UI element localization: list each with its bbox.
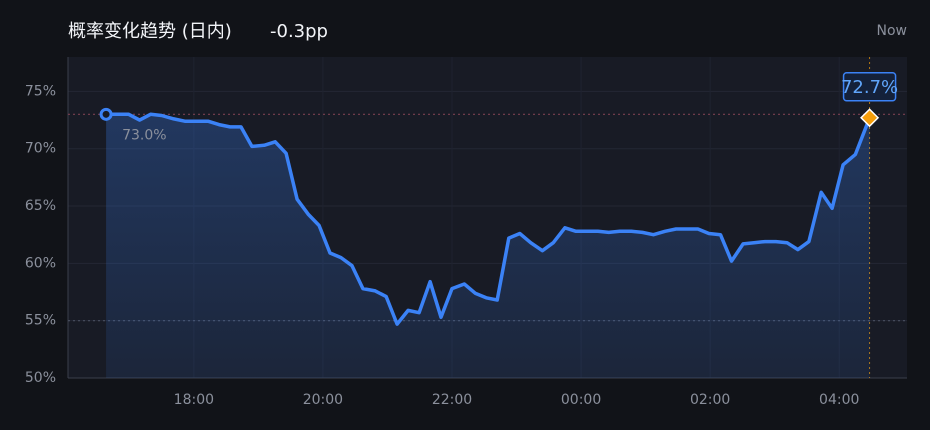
y-tick-label: 65% — [25, 198, 56, 214]
now-label: Now — [877, 23, 908, 39]
chart-title: 概率变化趋势 (日内) — [68, 21, 232, 42]
y-tick-label: 60% — [25, 255, 56, 271]
area — [106, 114, 870, 379]
end-marker — [860, 108, 880, 128]
x-tick-label: 20:00 — [303, 392, 343, 408]
value-label: 73.0% — [122, 127, 166, 143]
chart-subtitle: -0.3pp — [270, 21, 328, 42]
y-tick-label: 50% — [25, 370, 56, 386]
x-tick-label: 00:00 — [561, 392, 601, 408]
x-tick-label: 22:00 — [432, 392, 472, 408]
start-marker — [99, 107, 113, 121]
x-tick-label: 04:00 — [819, 392, 859, 408]
line — [104, 112, 872, 326]
y-tick-label: 55% — [25, 313, 56, 329]
x-tick-label: 18:00 — [174, 392, 214, 408]
value-label-box — [842, 72, 897, 102]
y-tick-label: 75% — [25, 83, 56, 99]
y-tick-label: 70% — [25, 141, 56, 157]
x-tick-label: 02:00 — [690, 392, 730, 408]
value-label: 72.7% — [841, 77, 898, 98]
